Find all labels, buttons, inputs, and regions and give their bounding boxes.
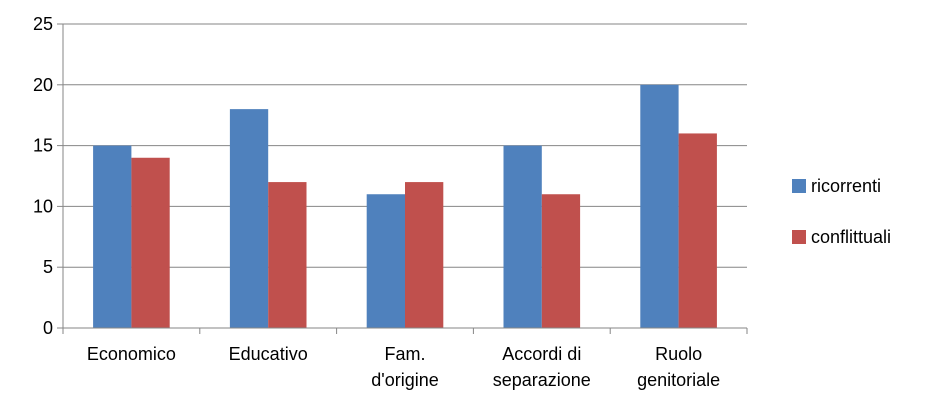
gridlines xyxy=(63,23,747,268)
bar-conflittuali-0 xyxy=(131,157,170,328)
bar-conflittuali-2 xyxy=(405,182,444,328)
category-label: separazione xyxy=(493,370,591,390)
legend-label-ricorrenti: ricorrenti xyxy=(811,176,881,196)
bar-ricorrenti-1 xyxy=(229,109,269,329)
category-label: Economico xyxy=(87,344,176,364)
category-label: Accordi di xyxy=(502,344,581,364)
y-tick-label: 5 xyxy=(43,257,53,277)
category-label: d'origine xyxy=(371,370,438,390)
axes xyxy=(57,23,748,334)
bar-conflittuali-3 xyxy=(541,194,581,328)
legend-label-conflittuali: conflittuali xyxy=(811,227,891,247)
bars xyxy=(93,84,717,329)
bar-ricorrenti-4 xyxy=(640,84,679,328)
category-label: genitoriale xyxy=(637,370,720,390)
y-tick-label: 25 xyxy=(33,14,53,34)
bar-ricorrenti-2 xyxy=(366,194,405,328)
y-tick-label: 0 xyxy=(43,318,53,338)
bar-conflittuali-4 xyxy=(678,133,717,328)
category-label: Educativo xyxy=(229,344,308,364)
legend-swatch-ricorrenti xyxy=(792,179,806,193)
category-labels: Economico Educativo Fam. d'origine Accordi d… xyxy=(87,344,720,390)
bar-ricorrenti-3 xyxy=(503,145,542,328)
y-tick-label: 15 xyxy=(33,136,53,156)
bar-ricorrenti-0 xyxy=(93,145,132,328)
y-tick-labels: 0 5 10 15 20 25 xyxy=(33,14,53,338)
category-label: Ruolo xyxy=(655,344,702,364)
y-tick-label: 10 xyxy=(33,196,53,216)
legend-swatch-conflittuali xyxy=(792,230,806,244)
bar-conflittuali-1 xyxy=(268,182,307,328)
y-tick-label: 20 xyxy=(33,75,53,95)
legend: ricorrenti conflittuali xyxy=(792,176,891,247)
category-label: Fam. xyxy=(384,344,425,364)
